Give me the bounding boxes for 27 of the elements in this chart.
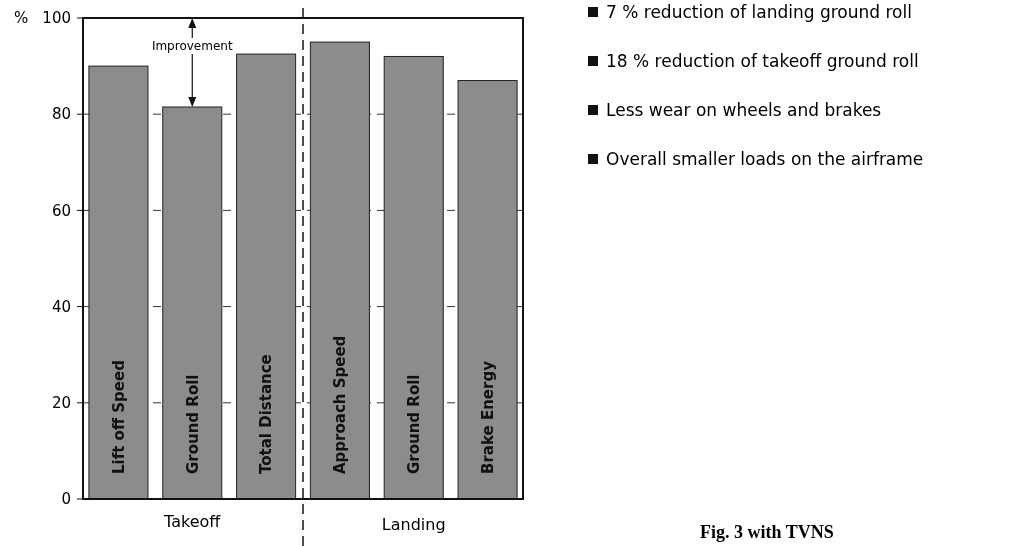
bar — [162, 106, 223, 500]
y-tick-label: 0 — [61, 490, 71, 509]
y-tick-label: 60 — [51, 201, 71, 220]
text: Takeoff — [163, 512, 222, 531]
caption: Fig. 3 with TVNS — [700, 522, 834, 542]
y-axis-title: % — [14, 9, 29, 28]
y-tick-label: 80 — [51, 105, 71, 124]
x-tick-label: Approach Speed — [331, 335, 350, 474]
y-tick-label: 100 — [42, 9, 71, 28]
x-tick-label: Ground Roll — [183, 374, 202, 474]
text: 18 % reduction of takeoff ground roll — [606, 50, 919, 71]
text: Less wear on wheels and brakes — [606, 99, 882, 120]
x-tick-label: Ground Roll — [404, 374, 423, 474]
y-tick-label: 40 — [51, 297, 71, 316]
x-tick-label: Brake Energy — [478, 360, 497, 474]
bar — [457, 80, 518, 500]
annotation: Improvement — [151, 39, 233, 54]
x-tick-label: Total Distance — [257, 354, 276, 474]
text: Landing — [381, 515, 446, 534]
text: 7 % reduction of landing ground roll — [606, 1, 912, 22]
y-tick-label: 20 — [51, 394, 71, 413]
bar — [309, 41, 370, 500]
bar — [88, 65, 149, 500]
bar — [236, 53, 297, 500]
text: Overall smaller loads on the airframe — [606, 148, 924, 169]
bar — [383, 55, 444, 500]
x-tick-label: Lift off Speed — [109, 360, 128, 474]
